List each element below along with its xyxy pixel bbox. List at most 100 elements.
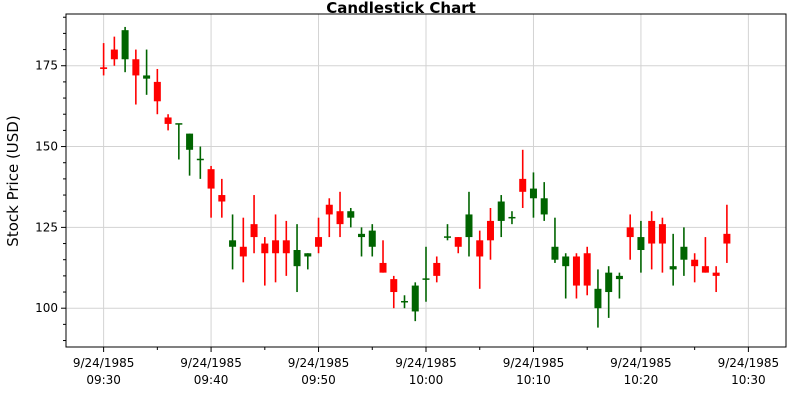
- candle-body: [315, 237, 323, 247]
- candle: [701, 237, 709, 273]
- candle: [648, 211, 656, 270]
- candle: [239, 217, 247, 283]
- x-tick-label-time: 10:00: [409, 373, 444, 387]
- x-tick-label-time: 10:30: [731, 373, 766, 387]
- candle: [250, 195, 258, 254]
- candle: [401, 295, 409, 309]
- candle-body: [669, 266, 677, 270]
- candle-body: [497, 201, 505, 221]
- candle-body: [401, 300, 409, 303]
- candle-body: [572, 256, 580, 286]
- candle-body: [143, 75, 151, 79]
- candle-body: [304, 253, 312, 257]
- candle-body: [282, 240, 290, 254]
- candle: [443, 224, 451, 241]
- candle-body: [175, 123, 183, 125]
- candle: [583, 246, 591, 296]
- candle: [336, 191, 344, 238]
- x-tick-label-date: 9/24/1985: [503, 356, 565, 370]
- y-tick-label: 150: [35, 140, 58, 154]
- candle-body: [368, 230, 376, 247]
- candle-body: [347, 211, 355, 218]
- candle-body: [229, 240, 237, 247]
- candle-body: [465, 214, 473, 238]
- candle-body: [293, 250, 301, 267]
- candle: [304, 253, 312, 270]
- candle-body: [110, 49, 118, 60]
- candle: [637, 220, 645, 273]
- candle: [261, 237, 269, 286]
- candle-body: [132, 59, 140, 76]
- x-tick-label-date: 9/24/1985: [718, 356, 780, 370]
- candle-body: [411, 285, 419, 312]
- chart-title: Candlestick Chart: [326, 0, 476, 17]
- candle-body: [454, 237, 462, 247]
- candle: [143, 49, 151, 95]
- candle-body: [648, 220, 656, 244]
- candle: [615, 272, 623, 299]
- candle-body: [207, 169, 215, 189]
- candle: [153, 68, 161, 115]
- x-tick-label-date: 9/24/1985: [288, 356, 350, 370]
- candle-body: [615, 275, 623, 280]
- candle: [454, 237, 462, 254]
- candle: [433, 256, 441, 283]
- candle: [594, 269, 602, 328]
- candle: [572, 253, 580, 299]
- candle-body: [164, 117, 172, 124]
- candle: [669, 233, 677, 286]
- candle-body: [476, 240, 484, 257]
- x-axis: 9/24/1985 09:30 9/24/1985 09:40 9/24/1985 09:…: [73, 347, 779, 387]
- candle: [132, 49, 140, 105]
- candle-body: [691, 259, 699, 267]
- x-tick-label-time: 09:40: [194, 373, 229, 387]
- candle: [218, 178, 226, 218]
- candle-body: [680, 246, 688, 260]
- candle: [540, 182, 548, 221]
- candle: [379, 240, 387, 273]
- x-tick-label-date: 9/24/1985: [610, 356, 672, 370]
- candle: [121, 26, 129, 73]
- candle: [562, 253, 570, 299]
- candle: [100, 43, 108, 76]
- candle-body: [519, 178, 527, 192]
- candle-body: [196, 158, 204, 161]
- y-tick-label: 125: [35, 220, 58, 234]
- candle: [207, 165, 215, 218]
- candle: [411, 282, 419, 322]
- candle-body: [100, 67, 108, 69]
- candle: [529, 172, 537, 218]
- candle-body: [186, 133, 194, 150]
- candle-body: [605, 272, 613, 293]
- candle: [196, 146, 204, 179]
- candle: [551, 217, 559, 263]
- candle-body: [272, 240, 280, 254]
- candle-body: [594, 288, 602, 309]
- candle-body: [261, 243, 269, 254]
- x-tick-label-time: 10:20: [624, 373, 659, 387]
- candle: [497, 195, 505, 238]
- candle-body: [239, 246, 247, 257]
- candle-body: [250, 224, 258, 238]
- candle-body: [218, 195, 226, 202]
- candle: [282, 220, 290, 276]
- candle: [325, 198, 333, 238]
- candle: [175, 123, 183, 160]
- candle: [605, 266, 613, 318]
- x-tick-label-date: 9/24/1985: [73, 356, 135, 370]
- candle: [658, 217, 666, 273]
- candle: [680, 227, 688, 276]
- candle-body: [443, 236, 451, 238]
- candle-body: [712, 272, 720, 276]
- candle: [272, 214, 280, 283]
- candle-body: [325, 204, 333, 215]
- x-tick-label-time: 10:10: [516, 373, 551, 387]
- candle: [422, 246, 430, 302]
- candle: [164, 114, 172, 131]
- candle-body: [658, 224, 666, 244]
- candle: [486, 207, 494, 260]
- candle-body: [626, 227, 634, 238]
- candle-body: [379, 262, 387, 273]
- candle-body: [540, 198, 548, 215]
- candle: [723, 204, 731, 263]
